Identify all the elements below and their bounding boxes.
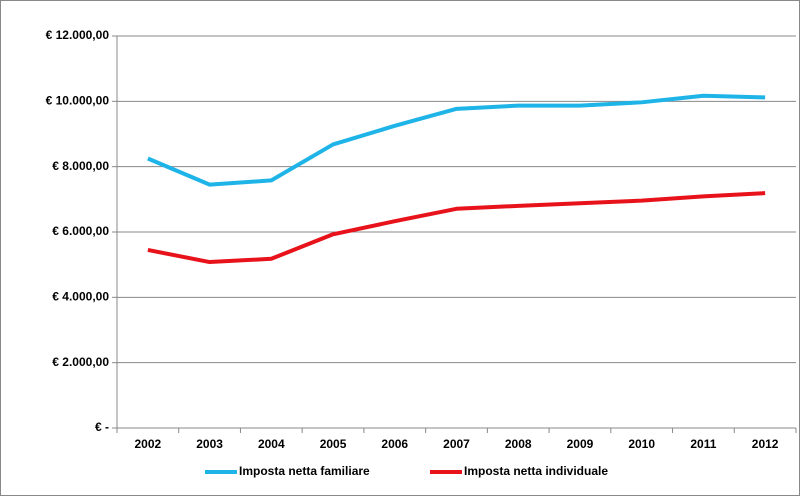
y-tick-label: € - (95, 420, 109, 434)
x-tick-label: 2002 (135, 437, 162, 451)
series-line (147, 191, 766, 265)
x-tick-label: 2003 (196, 437, 223, 451)
y-tick-label: € 12.000,00 (46, 28, 110, 42)
x-tick-label: 2012 (752, 437, 779, 451)
x-tick-label: 2004 (258, 437, 285, 451)
legend-label: Imposta netta individuale (464, 464, 608, 478)
y-tick-label: € 6.000,00 (52, 224, 109, 238)
y-tick-label: € 8.000,00 (52, 159, 109, 173)
x-tick-label: 2008 (505, 437, 532, 451)
y-tick-label: € 2.000,00 (52, 355, 109, 369)
x-tick-label: 2009 (567, 437, 594, 451)
x-tick-label: 2005 (320, 437, 347, 451)
x-tick-label: 2007 (443, 437, 470, 451)
x-tick-label: 2006 (381, 437, 408, 451)
x-tick-label: 2010 (628, 437, 655, 451)
y-tick-label: € 10.000,00 (46, 94, 110, 108)
series-line (147, 93, 766, 187)
x-tick-label: 2011 (690, 437, 716, 451)
legend-label: Imposta netta familiare (239, 464, 370, 478)
y-tick-label: € 4.000,00 (52, 290, 109, 304)
